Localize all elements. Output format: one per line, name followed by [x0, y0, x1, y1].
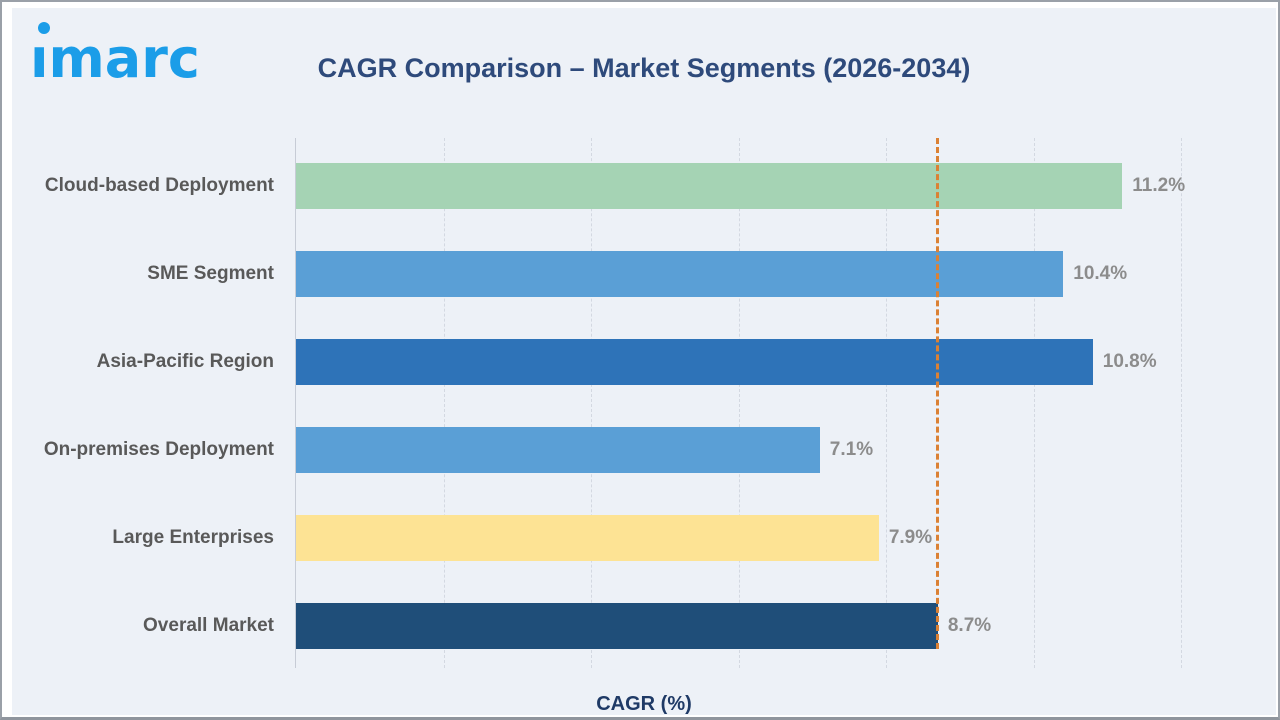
reference-line [936, 138, 940, 649]
category-label: Cloud-based Deployment [44, 175, 274, 196]
category-label: SME Segment [147, 263, 274, 284]
category-label: Large Enterprises [112, 527, 274, 548]
value-label: 8.7% [947, 615, 992, 636]
bar-2 [296, 251, 1064, 297]
value-label: 10.8% [1102, 351, 1157, 372]
gridline [1181, 138, 1183, 668]
value-label: 10.4% [1073, 263, 1128, 284]
bar-1 [296, 163, 1123, 209]
gridline [1033, 138, 1035, 668]
chart-title: CAGR Comparison – Market Segments (2026-… [317, 53, 971, 83]
value-label: 7.1% [829, 439, 874, 460]
chart-panel: ımarc CAGR Comparison – Market Segments … [12, 8, 1276, 715]
imarc-logo: ımarc [30, 27, 200, 90]
plot-area: 11.2% 10.4% 10.8% 7.1% 7.9% 8.7% [295, 138, 1275, 668]
bar-5 [296, 515, 879, 561]
bar-3 [296, 339, 1093, 385]
imarc-logo-dot-icon [38, 22, 50, 34]
gridline [591, 138, 593, 668]
category-label: On-premises Deployment [43, 439, 274, 460]
category-label: Overall Market [143, 615, 274, 636]
value-label: 7.9% [888, 527, 933, 548]
value-label: 11.2% [1132, 175, 1186, 196]
gridline [886, 138, 888, 668]
gridline [443, 138, 445, 668]
gridline [738, 138, 740, 668]
bar-6 [296, 603, 938, 649]
category-label: Asia-Pacific Region [96, 351, 274, 372]
category-axis: Cloud-based Deployment SME Segment Asia-Pa… [12, 138, 274, 668]
x-axis-title: CAGR (%) [596, 693, 692, 715]
bar-4 [296, 427, 820, 473]
